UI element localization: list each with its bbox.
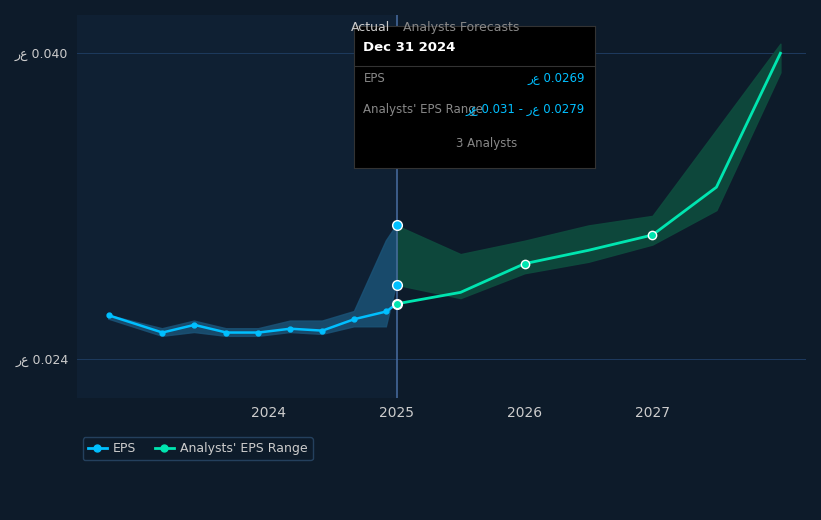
Legend: EPS, Analysts' EPS Range: EPS, Analysts' EPS Range (83, 437, 313, 460)
Polygon shape (108, 225, 397, 336)
Bar (76, 15, 397, 398)
Text: Actual: Actual (351, 21, 390, 34)
Text: Analysts Forecasts: Analysts Forecasts (403, 21, 520, 34)
